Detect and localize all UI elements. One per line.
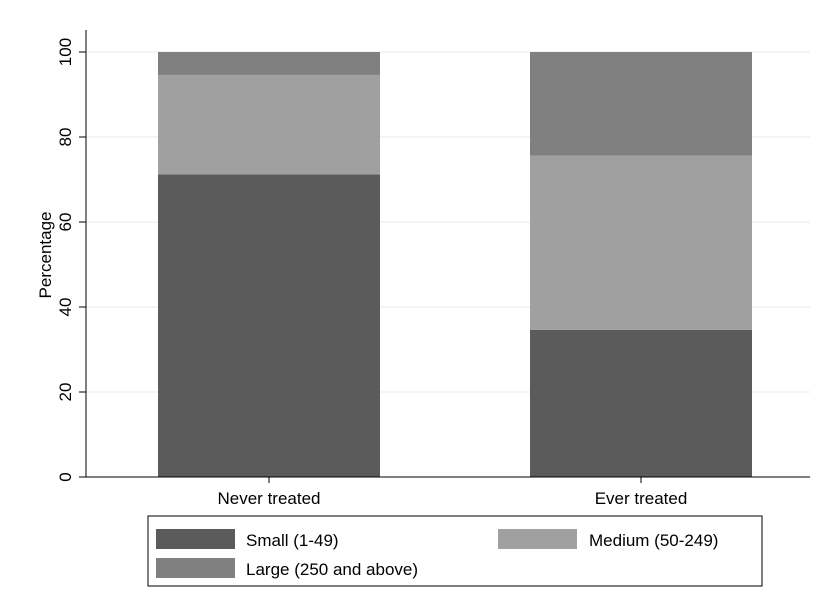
- x-ticks: Never treated Ever treated: [218, 477, 688, 508]
- bar-segment-medium-never-treated: [158, 74, 380, 175]
- legend-swatch-small: [156, 529, 235, 549]
- legend: Small (1-49) Medium (50-249) Large (250 …: [147, 515, 763, 587]
- legend-box: [147, 515, 763, 587]
- legend-swatch-large: [156, 558, 235, 578]
- x-tick-label-never-treated: Never treated: [218, 489, 321, 508]
- y-tick-label-60: 60: [56, 213, 75, 232]
- bar-segment-small-never-treated: [158, 174, 380, 477]
- y-axis-title: Percentage: [36, 212, 55, 299]
- legend-label-small: Small (1-49): [246, 531, 339, 550]
- y-tick-label-100: 100: [56, 38, 75, 66]
- axes: [85, 30, 810, 478]
- bars: [158, 52, 752, 477]
- legend-label-medium: Medium (50-249): [589, 531, 718, 550]
- y-ticks: 0 20 40 60 80 100: [56, 38, 86, 482]
- y-tick-label-20: 20: [56, 383, 75, 402]
- legend-label-large: Large (250 and above): [246, 560, 418, 579]
- x-tick-label-ever-treated: Ever treated: [595, 489, 688, 508]
- bar-segment-large-never-treated: [158, 52, 380, 75]
- legend-swatch-medium: [498, 529, 577, 549]
- y-tick-label-40: 40: [56, 298, 75, 317]
- y-tick-label-80: 80: [56, 128, 75, 147]
- bar-segment-small-ever-treated: [530, 329, 752, 477]
- bar-segment-medium-ever-treated: [530, 155, 752, 330]
- bar-segment-large-ever-treated: [530, 52, 752, 156]
- y-tick-label-0: 0: [56, 472, 75, 481]
